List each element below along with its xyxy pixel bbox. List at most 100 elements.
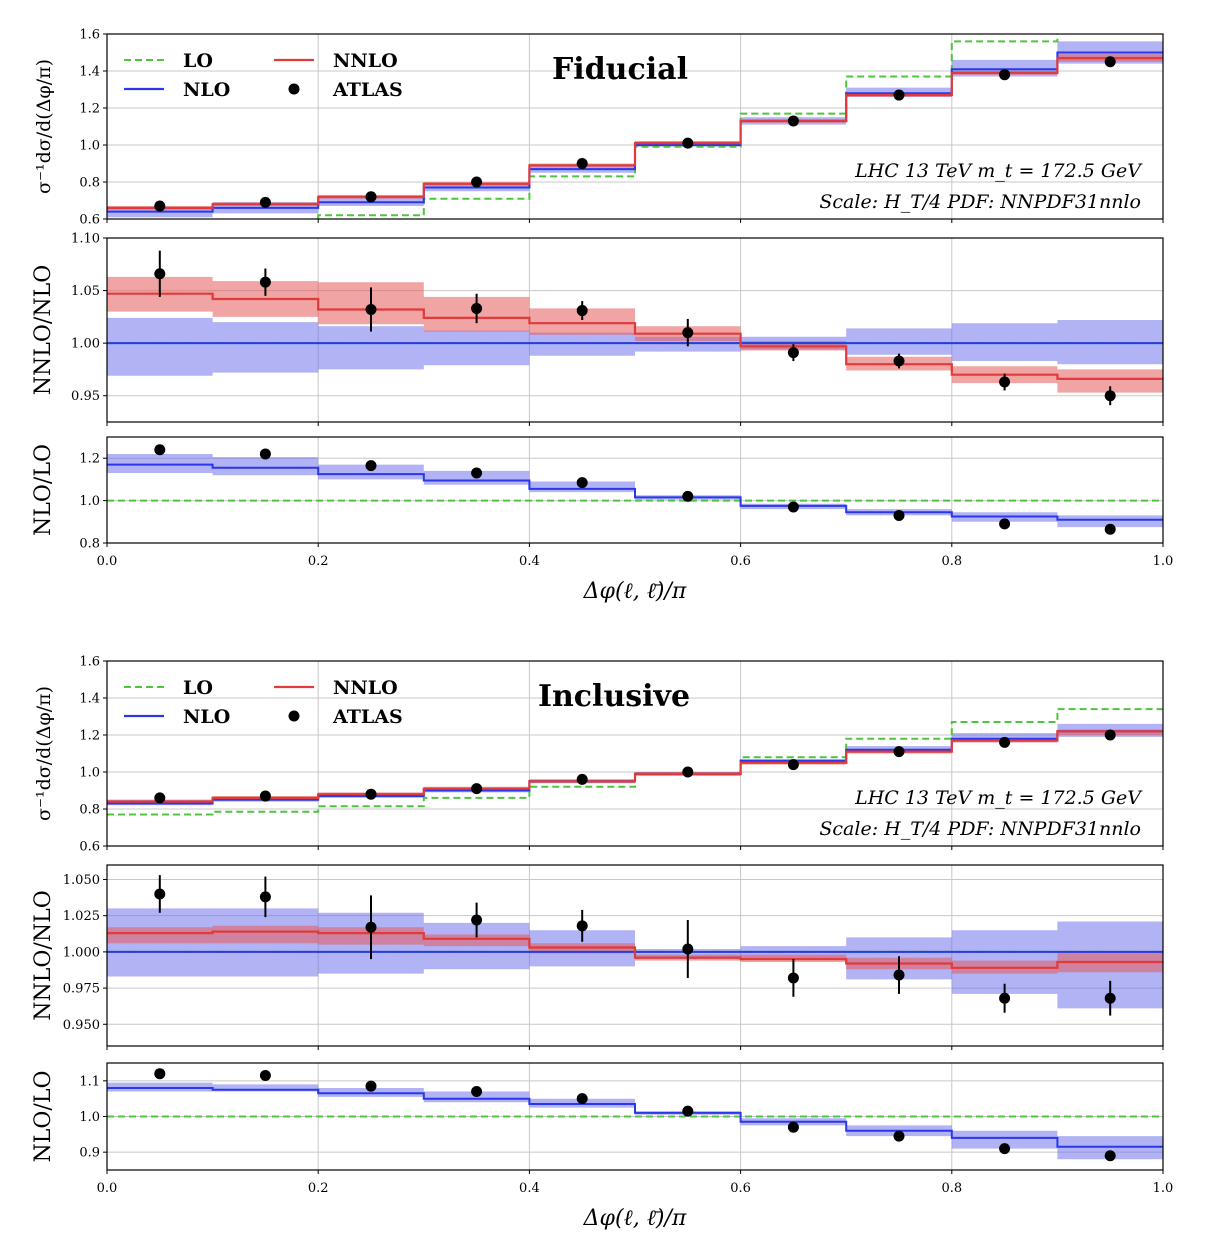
atlas-data-point xyxy=(787,347,799,359)
annotation-scale-pdf: Scale: H_T/4 PDF: NNPDF31nnlo xyxy=(819,191,1141,213)
atlas-data-point xyxy=(259,1069,271,1081)
plot-area xyxy=(107,34,1163,219)
y-tick-label: 0.8 xyxy=(79,176,100,191)
y-tick-label: 1.2 xyxy=(79,102,100,117)
atlas-data-point xyxy=(259,196,271,208)
nnlo-line xyxy=(107,57,1163,209)
legend-atlas-label: ATLAS xyxy=(332,79,403,101)
atlas-data-point xyxy=(787,501,799,513)
y-tick-label: 0.6 xyxy=(79,840,100,855)
atlas-data-point xyxy=(1104,56,1116,68)
y-axis-label: NNLO/NLO xyxy=(31,265,56,395)
y-tick-label: 1.000 xyxy=(63,945,100,960)
x-tick-label: 0.2 xyxy=(308,554,329,569)
x-tick-label: 0.0 xyxy=(97,1181,118,1196)
atlas-data-point xyxy=(365,788,377,800)
y-tick-label: 1.0 xyxy=(79,766,100,781)
atlas-data-point xyxy=(893,969,905,981)
atlas-data-point xyxy=(471,176,483,188)
y-tick-label: 0.950 xyxy=(63,1018,100,1033)
fiducial-figure: 0.6 0.8 1.0 1.2 1.4 1.6 σ⁻¹dσ/d(Δφ/π) LO NLO NNLO… xyxy=(31,28,1174,605)
atlas-data-point xyxy=(893,746,905,758)
y-tick-label: 0.975 xyxy=(63,982,100,997)
atlas-data-point xyxy=(1104,1150,1116,1162)
panel-frame xyxy=(106,660,1164,847)
atlas-data-point xyxy=(682,327,694,339)
plot-area xyxy=(107,250,1163,406)
y-tick-label: 1.1 xyxy=(79,1074,100,1089)
atlas-data-point xyxy=(154,792,166,804)
x-tick-label: 0.2 xyxy=(308,1181,329,1196)
y-tick-label: 0.95 xyxy=(71,389,100,404)
atlas-data-point xyxy=(999,1143,1011,1155)
x-tick-label: 0.6 xyxy=(730,554,751,569)
atlas-data-point xyxy=(999,518,1011,530)
atlas-data-point xyxy=(682,137,694,149)
atlas-data-point xyxy=(365,191,377,203)
nnlo-line xyxy=(107,292,1163,380)
y-tick-label: 1.10 xyxy=(71,232,100,247)
y-tick-label: 1.05 xyxy=(71,284,100,299)
atlas-data-point xyxy=(682,766,694,778)
chart-title: Inclusive xyxy=(538,679,690,714)
annotation-collider: LHC 13 TeV m_t = 172.5 GeV xyxy=(854,160,1143,182)
legend-atlas-label: ATLAS xyxy=(332,706,403,728)
atlas-data-point xyxy=(154,444,166,456)
x-axis-label: Δφ(ℓ, ℓ̄)/π xyxy=(583,579,687,604)
inclusive-figure: 0.6 0.8 1.0 1.2 1.4 1.6 σ⁻¹dσ/d(Δφ/π) LO NLO NNLO… xyxy=(31,655,1173,1232)
panel-frame xyxy=(106,237,1164,423)
plot-area xyxy=(107,444,1163,535)
atlas-data-point xyxy=(259,276,271,288)
x-tick-label: 0.8 xyxy=(941,1181,962,1196)
y-axis-label: NLO/LO xyxy=(31,444,56,536)
x-tick-label: 0.0 xyxy=(97,554,118,569)
plot-area xyxy=(107,875,1163,1016)
panel-frame xyxy=(106,33,1164,220)
atlas-data-point xyxy=(471,467,483,479)
atlas-data-point xyxy=(576,773,588,785)
atlas-data-point xyxy=(682,1105,694,1117)
atlas-data-point xyxy=(576,1093,588,1105)
y-tick-label: 0.6 xyxy=(79,213,100,228)
inclusive-panel-2: 0.950 0.975 1.000 1.025 1.050 NNLO/NLO xyxy=(31,864,1164,1050)
fiducial-panel-2: 0.95 1.00 1.05 1.10 NNLO/NLO xyxy=(31,232,1164,426)
nlo-uncertainty-band xyxy=(107,317,1163,376)
y-tick-label: 1.2 xyxy=(79,452,100,467)
nnlo-line xyxy=(107,730,1163,803)
x-tick-label: 1.0 xyxy=(1153,554,1174,569)
panel-frame xyxy=(106,864,1164,1047)
atlas-data-point xyxy=(1104,523,1116,535)
atlas-data-point xyxy=(576,305,588,317)
annotation-scale-pdf: Scale: H_T/4 PDF: NNPDF31nnlo xyxy=(819,818,1141,840)
y-axis-label: σ⁻¹dσ/d(Δφ/π) xyxy=(33,59,55,194)
y-tick-label: 1.4 xyxy=(79,692,100,707)
legend-atlas-swatch xyxy=(288,710,300,722)
atlas-data-point xyxy=(893,355,905,367)
atlas-data-point xyxy=(787,972,799,984)
atlas-data-point xyxy=(787,115,799,127)
x-tick-label: 0.6 xyxy=(730,1181,751,1196)
x-tick-label: 0.8 xyxy=(941,554,962,569)
legend: LO NLO NNLO ATLAS xyxy=(124,677,403,728)
atlas-data-point xyxy=(999,376,1011,388)
y-tick-label: 1.025 xyxy=(63,909,100,924)
plot-area xyxy=(107,1068,1163,1162)
y-tick-label: 1.4 xyxy=(79,65,100,80)
y-tick-label: 1.6 xyxy=(79,655,100,670)
y-tick-label: 1.0 xyxy=(79,139,100,154)
atlas-data-point xyxy=(682,943,694,955)
x-tick-label: 0.4 xyxy=(519,1181,540,1196)
legend-lo-label: LO xyxy=(183,677,213,699)
y-tick-label: 0.8 xyxy=(79,803,100,818)
atlas-data-point xyxy=(259,790,271,802)
atlas-data-point xyxy=(365,460,377,472)
atlas-data-point xyxy=(259,891,271,903)
y-tick-label: 1.6 xyxy=(79,28,100,43)
atlas-data-point xyxy=(576,920,588,932)
legend-nlo-label: NLO xyxy=(183,706,230,728)
annotation-collider: LHC 13 TeV m_t = 172.5 GeV xyxy=(854,787,1143,809)
y-axis-label: NNLO/NLO xyxy=(31,890,56,1020)
legend-lo-label: LO xyxy=(183,50,213,72)
atlas-data-point xyxy=(154,268,166,280)
atlas-data-point xyxy=(471,914,483,926)
